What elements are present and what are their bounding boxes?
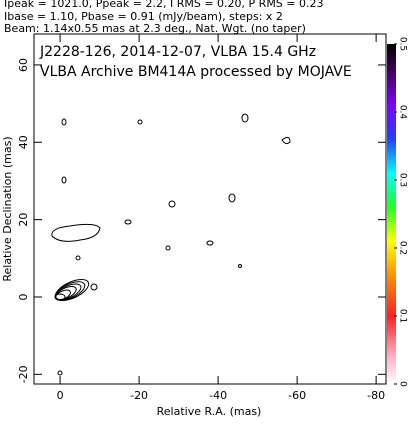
- x-tick-label: -40: [209, 389, 227, 402]
- header-line: Beam: 1.14x0.55 mas at 2.3 deg., Nat. Wg…: [4, 22, 306, 35]
- colorbar-tick-label: 0.2: [398, 241, 408, 255]
- y-axis-label: Relative Declination (mas): [1, 136, 14, 281]
- colorbar-tick-label: 0.4: [398, 105, 408, 120]
- header-line: Ipeak = 1021.0, Ppeak = 2.2, I RMS = 0.2…: [4, 0, 324, 10]
- x-tick-label: 0: [57, 389, 64, 402]
- colorbar-tick-label: 0.1: [398, 309, 408, 323]
- annotation: VLBA Archive BM414A processed by MOJAVE: [40, 64, 352, 80]
- y-tick-label: 40: [17, 135, 30, 149]
- contours: [51, 113, 291, 376]
- colorbar-tick-label: 0.3: [398, 173, 408, 187]
- x-tick-label: -20: [130, 389, 148, 402]
- colorbar: [387, 44, 396, 384]
- y-tick-label: -20: [17, 365, 30, 383]
- y-tick-label: 0: [17, 293, 30, 300]
- x-tick-label: -60: [288, 389, 306, 402]
- x-axis-label: Relative R.A. (mas): [157, 405, 262, 418]
- annotation: J2228-126, 2014-12-07, VLBA 15.4 GHz: [39, 44, 316, 60]
- plot-frame: [33, 33, 387, 385]
- colorbar-tick-label: 0.5: [398, 37, 408, 51]
- x-tick-label: -80: [367, 389, 385, 402]
- colorbar-tick-label: 0: [398, 381, 408, 387]
- header-line: Ibase = 1.10, Pbase = 0.91 (mJy/beam), s…: [4, 10, 283, 23]
- y-tick-label: 60: [17, 58, 30, 72]
- y-tick-label: 20: [17, 213, 30, 227]
